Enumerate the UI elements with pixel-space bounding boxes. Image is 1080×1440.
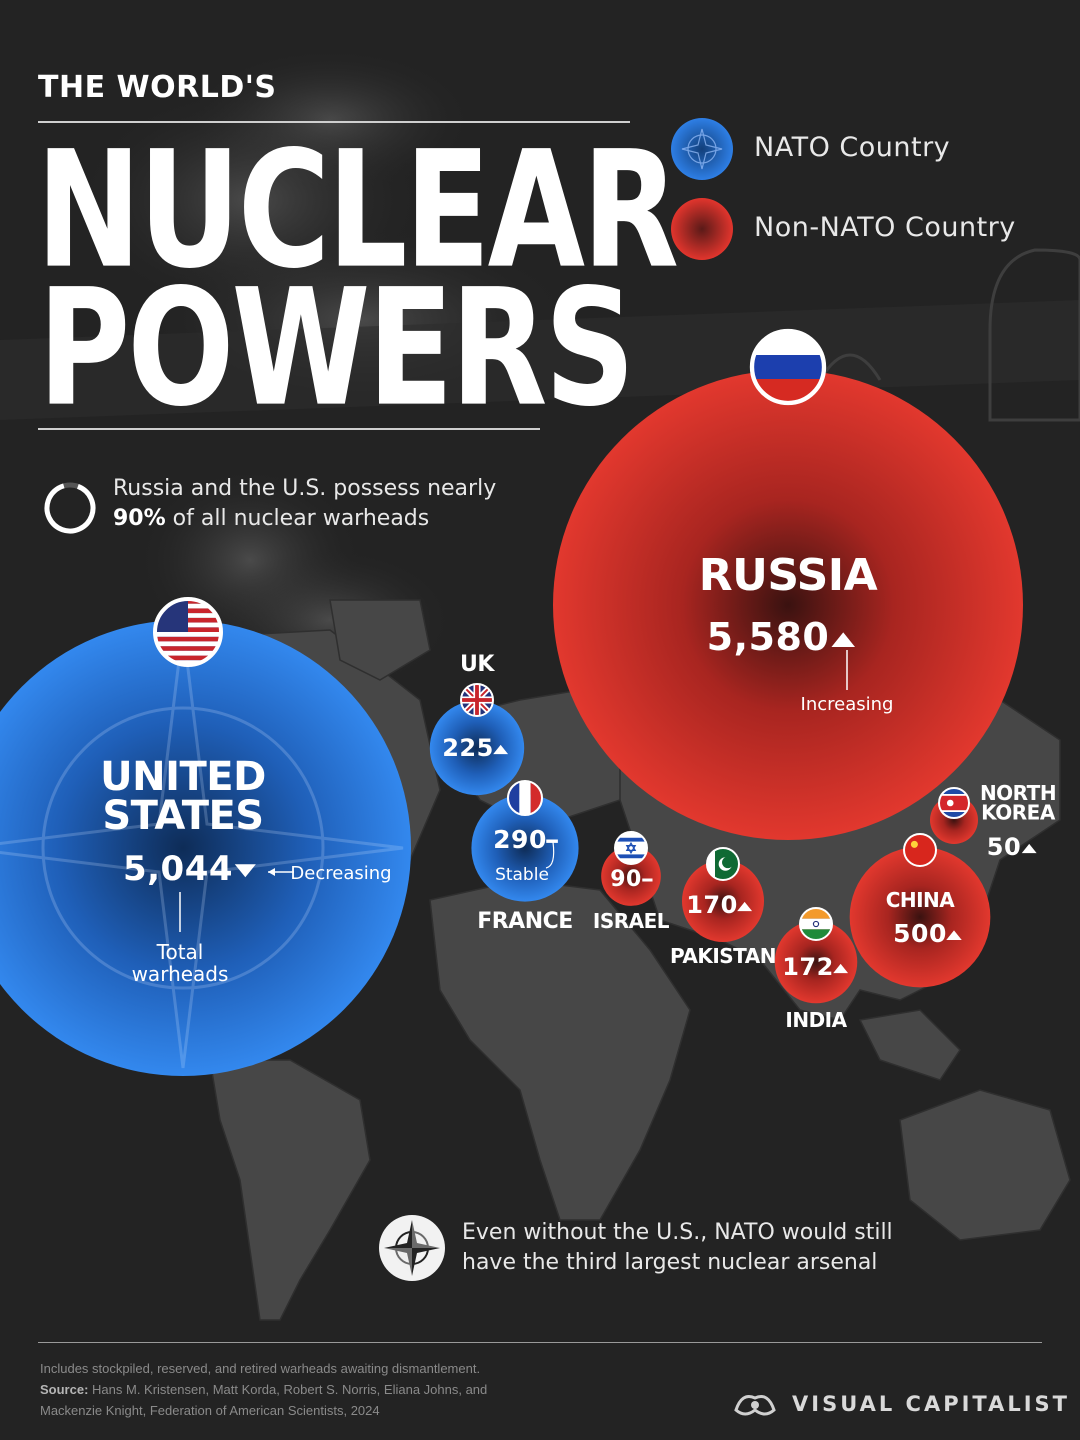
kicker: THE WORLD'S [38,70,277,105]
label-china: CHINA [886,888,956,912]
usa-flag-icon [153,597,223,667]
bubble-circle-pakistan [681,859,765,943]
value-uk: 225 [442,734,494,762]
label-united-states-line2: STATES [102,793,263,839]
nato-watermark-icon [0,627,404,1069]
africa-landmass [429,879,691,1221]
callout-top-highlight: 90% [113,506,166,531]
label-uk: UK [460,652,495,677]
value-pakistan: 170 [686,891,738,919]
annotation-total-warheads-line1: Total [156,940,204,964]
visual-capitalist-logo-icon [734,1395,776,1416]
callout-top-line2: 90% of all nuclear warheads [113,504,533,534]
callout-bottom-line1: Even without the U.S., NATO would still [462,1220,893,1245]
label-france: FRANCE [477,909,573,934]
russia-flag-icon [749,328,827,406]
footer-source-text: Hans M. Kristensen, Matt Korda, Robert S… [92,1382,488,1397]
footer-source-label: Source: [40,1382,89,1397]
australia-landmass [899,1089,1071,1241]
footer-source: Source: Hans M. Kristensen, Matt Korda, … [40,1379,560,1400]
footer-notes: Includes stockpiled, reserved, and retir… [40,1358,560,1421]
label-israel: ISRAEL [593,909,670,933]
label-pakistan: PAKISTAN [670,944,776,968]
value-france: 290 [493,825,547,854]
value-united-states: 5,044 [123,849,233,889]
france-flag-icon [506,779,544,817]
trend-stable-icon [642,878,653,882]
value-india: 172 [782,953,834,981]
value-russia: 5,580 [707,615,830,659]
bubble-france: FRANCE 290 Stable [471,779,579,934]
brand-name: VISUAL CAPITALIST [792,1392,1071,1416]
annotation-usa: Decreasing [290,863,391,884]
bubble-uk: UK 225 [429,652,525,796]
trend-up-icon [493,744,509,755]
header-rule-bottom [38,428,540,430]
uk-flag-icon [460,683,494,717]
nato-compass-icon [379,1215,445,1281]
trend-down-icon [234,864,256,878]
southeast-asia-landmass [858,1009,961,1081]
israel-flag-icon [614,831,648,865]
value-north-korea: 50 [987,833,1021,861]
bubble-circle-uk [429,700,525,796]
label-india: INDIA [785,1008,847,1032]
footer-note: Includes stockpiled, reserved, and retir… [40,1361,481,1376]
pakistan-flag-icon [706,847,740,881]
label-united-states-line1: UNITED [100,754,266,800]
label-russia: RUSSIA [699,550,878,601]
label-north-korea-line1: NORTH [980,781,1056,805]
annotation-france: Stable [495,865,549,885]
trend-up-icon [833,963,849,974]
trend-stable-icon [546,839,558,843]
bubble-circle-israel [601,846,661,906]
label-north-korea-line2: KOREA [981,801,1056,825]
bubble-pakistan: PAKISTAN 170 [670,847,776,968]
south-america-landmass [209,1059,371,1321]
india-flag-icon [799,907,833,941]
legend-swatches [671,118,733,260]
callout-bottom-line2: have the third largest nuclear arsenal [462,1250,878,1275]
trend-up-icon [1021,843,1037,854]
bubble-india: INDIA 172 [774,907,858,1032]
bubble-russia: RUSSIA 5,580 Increasing [553,328,1023,840]
bubble-circle-united-states [0,620,411,1076]
non-nato-swatch [671,198,733,260]
bubble-israel: ISRAEL 90 [593,831,670,933]
ring-90-percent-icon [44,482,96,534]
callout-top-line2-rest: of all nuclear warheads [165,506,430,531]
bubble-circle-india [774,920,858,1004]
callout-bottom: Even without the U.S., NATO would still … [462,1218,893,1278]
callout-top-line1: Russia and the U.S. possess nearly [113,476,497,501]
bubble-china: CHINA 500 [849,833,991,988]
bubble-circle-china [849,846,991,988]
value-israel: 90 [610,867,642,892]
bubble-circle-russia [553,370,1023,840]
china-flag-icon [903,833,937,867]
footer-source-cont: Mackenzie Knight, Federation of American… [40,1403,380,1418]
footer-rule [38,1342,1042,1343]
annotation-russia: Increasing [801,694,894,715]
header-rule-top [38,121,630,123]
trend-up-icon [737,901,753,912]
greenland-landmass [329,599,431,681]
legend-nato-label: NATO Country [754,132,951,163]
title-line-2: POWERS [38,253,635,443]
legend-non-nato-label: Non-NATO Country [754,212,1016,243]
title-line-1: NUCLEAR [36,115,679,305]
north-korea-flag-icon [938,787,970,819]
bubble-circle-france [471,794,579,902]
nato-swatch [671,118,733,180]
trend-up-icon [946,930,962,940]
callout-top: Russia and the U.S. possess nearly 90% o… [113,474,533,534]
value-china: 500 [893,919,947,948]
annotation-total-warheads-line2: warheads [132,962,229,986]
trend-up-icon [831,632,856,647]
